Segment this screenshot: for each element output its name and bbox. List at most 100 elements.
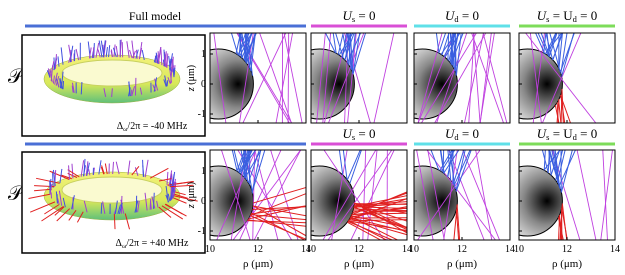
spike xyxy=(144,192,148,211)
spike xyxy=(75,48,80,61)
text-part: = 0 xyxy=(577,8,597,23)
spike xyxy=(158,178,172,182)
subscript: s xyxy=(352,132,355,142)
plot-area xyxy=(414,33,510,123)
trajectory xyxy=(247,220,306,224)
spike xyxy=(49,184,53,195)
spike xyxy=(161,205,184,220)
plot xyxy=(413,149,511,241)
spike xyxy=(167,180,193,186)
spike xyxy=(166,80,169,87)
spike xyxy=(135,49,139,59)
spike xyxy=(46,70,51,78)
spike xyxy=(173,191,186,196)
spike xyxy=(167,193,171,202)
spike xyxy=(132,50,136,59)
annotation: Δω/2π = -40 MHz xyxy=(117,121,188,133)
spike xyxy=(103,88,107,97)
spike xyxy=(169,184,194,188)
y-tick-label: 0 xyxy=(201,79,206,90)
trajectory xyxy=(455,150,466,192)
spike xyxy=(56,208,71,222)
spike xyxy=(110,49,113,58)
trajectory xyxy=(435,33,440,54)
trajectory xyxy=(347,221,382,240)
spike xyxy=(103,40,107,58)
spike xyxy=(115,161,120,175)
plot xyxy=(209,149,307,241)
y-tick-label: -1 xyxy=(198,109,206,120)
text-part: U xyxy=(445,126,456,141)
trajectory xyxy=(270,150,299,240)
panel-title: Ud = 0 xyxy=(445,8,479,24)
sphere xyxy=(519,165,563,237)
spike xyxy=(128,87,131,97)
spike xyxy=(52,171,54,188)
trajectory xyxy=(464,33,484,123)
trajectory xyxy=(559,206,563,240)
spike xyxy=(141,49,145,61)
spike xyxy=(138,47,143,60)
spike xyxy=(58,190,63,206)
spike xyxy=(93,43,95,58)
plot-area xyxy=(519,33,615,123)
text-part: = 0 xyxy=(459,126,479,141)
trajectory xyxy=(547,150,550,173)
spike xyxy=(170,189,173,201)
trajectory xyxy=(545,33,554,60)
trajectory xyxy=(416,150,434,240)
trajectory xyxy=(348,198,407,221)
plot xyxy=(413,32,511,124)
column-title: Full model xyxy=(129,9,182,23)
trajectory xyxy=(452,33,457,76)
trajectory xyxy=(556,102,559,123)
spike xyxy=(152,84,157,92)
trajectory xyxy=(316,33,326,123)
subscript: d xyxy=(454,132,459,142)
spike xyxy=(172,197,187,204)
trajectory xyxy=(350,33,356,70)
trajectory xyxy=(417,33,443,123)
panel-title: Us = Ud = 0 xyxy=(537,8,597,24)
spike xyxy=(171,56,174,73)
spike xyxy=(36,177,60,184)
x-tick-label: 10 xyxy=(409,244,419,255)
trajectory xyxy=(250,33,256,71)
trajectory xyxy=(253,150,302,240)
trajectory xyxy=(443,150,458,240)
spike xyxy=(41,206,64,222)
trajectory xyxy=(244,150,254,194)
plot-area xyxy=(519,150,615,240)
spike xyxy=(165,203,183,215)
text-part: = U xyxy=(549,126,573,141)
trajectory xyxy=(349,33,354,74)
trajectory xyxy=(236,150,246,172)
spike xyxy=(62,80,65,90)
trajectory xyxy=(349,150,362,184)
y-axis-label: z (μm) xyxy=(186,182,197,209)
spike xyxy=(134,167,139,176)
spike xyxy=(52,169,56,187)
plot-area xyxy=(210,150,306,240)
subscript: ω xyxy=(123,126,128,133)
spike xyxy=(100,166,105,175)
spike xyxy=(60,47,64,65)
text-part: U xyxy=(445,8,456,23)
trajectory xyxy=(323,150,385,240)
trajectory xyxy=(347,220,394,240)
trajectory xyxy=(251,212,306,240)
trajectory xyxy=(438,33,447,54)
trajectory xyxy=(244,150,252,179)
plot xyxy=(518,32,616,124)
trajectory xyxy=(346,33,362,64)
trajectory xyxy=(322,150,377,240)
spike xyxy=(60,174,72,180)
plot xyxy=(310,32,408,124)
trajectory xyxy=(324,33,336,54)
x-tick-label: 12 xyxy=(457,244,467,255)
spike xyxy=(71,195,75,210)
spike xyxy=(112,47,117,58)
trajectory xyxy=(443,150,460,174)
text-part: = U xyxy=(549,8,573,23)
